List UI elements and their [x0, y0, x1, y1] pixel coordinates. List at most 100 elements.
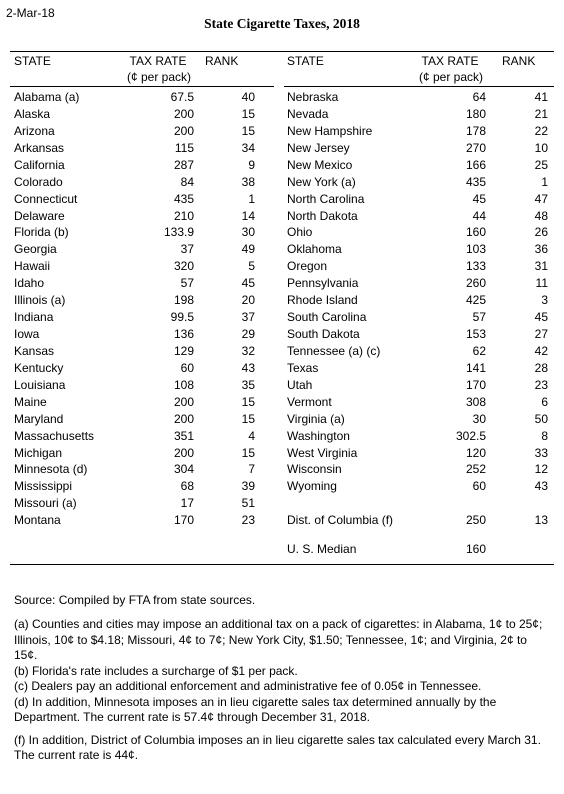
tax-rate-value: 17 — [180, 496, 194, 511]
tax-rate-value: 57 — [472, 310, 486, 325]
tax-rate-value: 210 — [173, 208, 194, 223]
state-name: Idaho — [14, 276, 45, 291]
tax-rate-value: 170 — [173, 513, 194, 528]
tax-rate-value: 200 — [173, 106, 194, 121]
table-row: Mississippi 68 39 — [0, 478, 564, 495]
state-name: Nebraska — [287, 90, 339, 104]
state-name: New York (a) — [287, 174, 356, 189]
table-row: New York (a) 435 1 — [0, 174, 564, 191]
rank-value: 15 — [241, 106, 255, 121]
tax-rate-value: 57 — [180, 276, 194, 291]
state-name: Iowa — [14, 327, 40, 342]
state-name: Ohio — [287, 225, 313, 240]
table-row: Wyoming 60 43 — [0, 478, 564, 495]
table-row: North Dakota 44 48 — [0, 208, 564, 225]
table-row: Texas 141 28 — [0, 360, 564, 377]
footnote-a: (a) Counties and cities may impose an ad… — [14, 617, 543, 662]
rank-value: 43 — [534, 479, 548, 494]
state-name: Georgia — [14, 242, 57, 257]
table-row: Florida (b) 133.9 30 — [0, 224, 564, 241]
rank-value: 11 — [535, 276, 548, 291]
tax-rate-value: 160 — [465, 225, 486, 240]
table-row: Ohio 160 26 — [0, 224, 564, 241]
rank-value: 7 — [248, 462, 255, 477]
state-name: Vermont — [287, 394, 332, 409]
rank-value: 36 — [534, 242, 548, 257]
rank-value: 49 — [241, 242, 255, 257]
tax-rate-value: 60 — [180, 360, 194, 375]
table-row: West Virginia 120 33 — [0, 445, 564, 462]
tax-rate-value: 200 — [173, 394, 194, 409]
tax-rate-value: 287 — [173, 157, 194, 172]
table-row: Idaho 57 45 — [0, 275, 564, 292]
tax-rate-value: 178 — [465, 123, 486, 138]
rank-value: 41 — [534, 90, 548, 104]
table-row: South Dakota 153 27 — [0, 326, 564, 343]
page-title: State Cigarette Taxes, 2018 — [204, 16, 360, 31]
tax-rate-value: 153 — [465, 327, 486, 342]
table-row: Wisconsin 252 12 — [0, 461, 564, 478]
state-name: North Carolina — [287, 191, 365, 206]
median-row: U. S. Median 160 — [0, 541, 564, 558]
rank-value: 13 — [534, 513, 548, 528]
state-name: Kentucky — [14, 360, 64, 375]
rank-value: 14 — [241, 208, 255, 223]
tax-rate-value: 141 — [465, 360, 486, 375]
header-tax-rate-right: TAX RATE — [421, 54, 479, 68]
rank-value: 37 — [241, 310, 255, 325]
table-row: Nebraska 64 41 — [0, 89, 564, 106]
state-name: West Virginia — [287, 445, 358, 460]
table-row: Nevada 180 21 — [0, 106, 564, 123]
header-tax-rate-unit-right: (¢ per pack) — [418, 70, 484, 84]
state-name: Texas — [287, 360, 319, 375]
table-row: New Mexico 166 25 — [0, 157, 564, 174]
header-state-left: STATE — [14, 54, 51, 68]
footnote-c: (c) Dealers pay an additional enforcemen… — [14, 679, 482, 693]
table-row: Dist. of Columbia (f) 250 13 — [0, 512, 564, 529]
state-name: Minnesota (d) — [14, 462, 88, 477]
table-row: New Hampshire 178 22 — [0, 123, 564, 140]
state-name: Dist. of Columbia (f) — [287, 513, 394, 528]
table-row: Pennsylvania 260 11 — [0, 275, 564, 292]
state-name: Washington — [287, 428, 350, 443]
state-name: Oklahoma — [287, 242, 342, 257]
median-rate: 160 — [465, 542, 486, 556]
table-row: Colorado 84 38 — [0, 174, 564, 191]
rank-value: 15 — [241, 411, 255, 426]
tax-rate-value: 108 — [173, 377, 194, 392]
rank-value: 15 — [241, 394, 255, 409]
rank-value: 15 — [241, 445, 255, 460]
footnotes: (a) Counties and cities may impose an ad… — [14, 617, 549, 764]
header-bottom-rule-left — [10, 86, 274, 87]
tax-rate-value: 198 — [173, 293, 194, 308]
rank-value: 43 — [241, 360, 255, 375]
state-name: North Dakota — [287, 208, 358, 223]
table-row: Vermont 308 6 — [0, 394, 564, 411]
tax-rate-value: 170 — [465, 377, 486, 392]
tax-rate-value: 37 — [180, 242, 194, 257]
table-row: Utah 170 23 — [0, 377, 564, 394]
rank-value: 31 — [534, 259, 548, 274]
tax-rate-value: 200 — [173, 123, 194, 138]
state-name: Alaska — [14, 106, 51, 121]
rank-value: 50 — [534, 411, 548, 426]
tax-rate-value: 60 — [472, 479, 486, 494]
rank-value: 25 — [534, 157, 548, 172]
state-name: Arizona — [14, 123, 55, 138]
state-name: Florida (b) — [14, 225, 69, 240]
tax-rate-value: 180 — [465, 106, 486, 121]
rank-value: 10 — [534, 140, 548, 155]
table-bottom-rule — [10, 564, 554, 565]
tax-rate-value: 250 — [465, 513, 486, 528]
table-row: Kentucky 60 43 — [0, 360, 564, 377]
table-row: Missouri (a) 17 51 — [0, 495, 564, 512]
state-name: Indiana — [14, 310, 54, 325]
table-row: Massachusetts 351 4 — [0, 428, 564, 445]
table-row: Delaware 210 14 — [0, 208, 564, 225]
tax-rate-value: 45 — [472, 191, 486, 206]
tax-rate-value: 166 — [465, 157, 486, 172]
tax-rate-value: 64 — [472, 90, 486, 104]
state-name: Mississippi — [14, 479, 73, 494]
rank-value: 26 — [534, 225, 548, 240]
state-name: Massachusetts — [14, 428, 95, 443]
